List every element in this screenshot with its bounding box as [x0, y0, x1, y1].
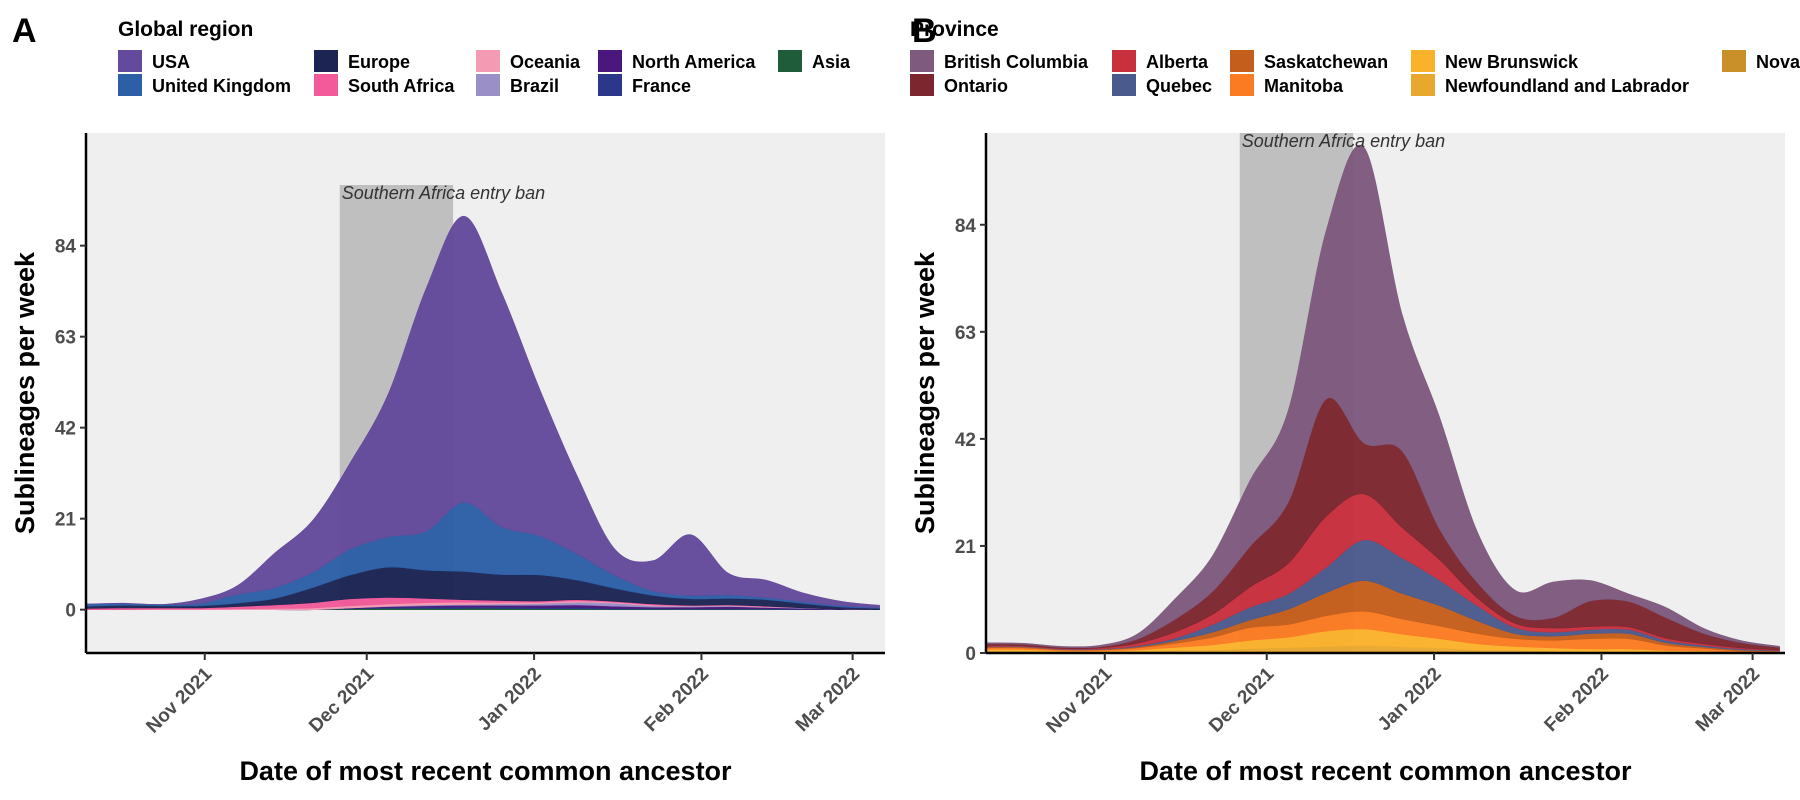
- x-tick-label: Jan 2022: [474, 664, 546, 736]
- legend-swatch: [1230, 74, 1254, 96]
- legend-label: South Africa: [348, 76, 455, 96]
- legend-label: Manitoba: [1264, 76, 1344, 96]
- legend-label: Nova Scotia: [1756, 52, 1800, 72]
- x-tick-label: Dec 2021: [305, 663, 378, 736]
- y-tick-label: 42: [55, 419, 76, 440]
- legend-item-alberta: Alberta: [1112, 50, 1209, 72]
- legend-label: Brazil: [510, 76, 559, 96]
- legend-swatch: [910, 74, 934, 96]
- legend-label: Saskatchewan: [1264, 52, 1388, 72]
- x-axis-title-a: Date of most recent common ancestor: [239, 756, 732, 786]
- legend-item-europe: Europe: [314, 50, 410, 72]
- legend-swatch: [314, 50, 338, 72]
- legend-label: New Brunswick: [1445, 52, 1579, 72]
- legend-item-manitoba: Manitoba: [1230, 74, 1344, 96]
- y-axis-title-a: Sublineages per week: [10, 251, 40, 534]
- panel-b: B Province British Columbia Ontario Albert…: [910, 12, 1800, 786]
- legend-label: Newfoundland and Labrador: [1445, 76, 1689, 96]
- panel-a: A Global region USA United Kingdom Europe S…: [10, 12, 885, 786]
- legend-item-quebec: Quebec: [1112, 74, 1212, 96]
- x-tick-label: Jan 2022: [1374, 664, 1446, 736]
- legend-label: Oceania: [510, 52, 581, 72]
- legend-swatch: [1411, 74, 1435, 96]
- legend-global-region: USA United Kingdom Europe South Africa Ocean…: [118, 50, 851, 96]
- y-tick-label: 84: [955, 216, 977, 237]
- legend-swatch: [314, 74, 338, 96]
- y-tick-label: 0: [65, 601, 76, 622]
- legend-item-north-america: North America: [598, 50, 756, 72]
- legend-label: Asia: [812, 52, 851, 72]
- y-tick-label: 63: [955, 323, 976, 344]
- x-tick-label: Feb 2022: [641, 664, 713, 736]
- legend-swatch: [778, 50, 802, 72]
- legend-item-nova-scotia: Nova Scotia: [1722, 50, 1800, 72]
- stacked-areas: [986, 144, 1780, 653]
- legend-swatch: [598, 74, 622, 96]
- legend-province: British Columbia Ontario Alberta Quebec Sask…: [910, 50, 1800, 96]
- legend-swatch: [118, 50, 142, 72]
- x-tick-label: Nov 2021: [142, 663, 216, 737]
- legend-title-province: Province: [910, 18, 999, 41]
- legend-item-brazil: Brazil: [476, 74, 559, 96]
- legend-label: British Columbia: [944, 52, 1089, 72]
- legend-item-ontario: Ontario: [910, 74, 1008, 96]
- y-tick-label: 0: [965, 644, 976, 665]
- legend-item-newfoundland-and-labrador: Newfoundland and Labrador: [1411, 74, 1689, 96]
- legend-item-new-brunswick: New Brunswick: [1411, 50, 1579, 72]
- legend-item-asia: Asia: [778, 50, 851, 72]
- entry-ban-label: Southern Africa entry ban: [342, 183, 545, 203]
- area-british-columbia: [986, 144, 1780, 649]
- legend-item-saskatchewan: Saskatchewan: [1230, 50, 1388, 72]
- x-tick-label: Mar 2022: [792, 664, 864, 736]
- legend-swatch: [1230, 50, 1254, 72]
- x-tick-label: Mar 2022: [1692, 664, 1764, 736]
- x-tick-label: Feb 2022: [1541, 664, 1613, 736]
- legend-label: Alberta: [1146, 52, 1209, 72]
- legend-swatch: [910, 50, 934, 72]
- legend-label: USA: [152, 52, 190, 72]
- x-tick-label: Dec 2021: [1205, 663, 1278, 736]
- y-tick-label: 42: [955, 430, 976, 451]
- panel-letter-b: B: [912, 12, 937, 50]
- legend-item-united-kingdom: United Kingdom: [118, 74, 291, 96]
- y-tick-label: 63: [55, 328, 76, 349]
- legend-swatch: [476, 50, 500, 72]
- area-usa: [86, 215, 880, 608]
- entry-ban-label: Southern Africa entry ban: [1242, 131, 1445, 151]
- x-axis-title-b: Date of most recent common ancestor: [1139, 756, 1632, 786]
- y-tick-label: 21: [55, 510, 77, 531]
- x-tick-label: Nov 2021: [1042, 663, 1116, 737]
- legend-item-oceania: Oceania: [476, 50, 581, 72]
- legend-swatch: [1722, 50, 1746, 72]
- legend-swatch: [1112, 50, 1136, 72]
- plot-area-b: Southern Africa entry ban 0 21 42 63 84 Nov 20…: [955, 131, 1785, 738]
- y-tick-label: 84: [55, 237, 77, 258]
- legend-swatch: [1112, 74, 1136, 96]
- legend-swatch: [476, 74, 500, 96]
- panel-letter-a: A: [12, 12, 37, 50]
- legend-swatch: [1411, 50, 1435, 72]
- legend-label: United Kingdom: [152, 76, 291, 96]
- legend-label: Ontario: [944, 76, 1008, 96]
- legend-label: France: [632, 76, 691, 96]
- legend-item-south-africa: South Africa: [314, 74, 455, 96]
- legend-item-france: France: [598, 74, 691, 96]
- legend-label: Europe: [348, 52, 410, 72]
- plot-area-a: Southern Africa entry ban 0 21 42 63 84 Nov 20…: [55, 133, 885, 738]
- legend-item-usa: USA: [118, 50, 190, 72]
- legend-swatch: [598, 50, 622, 72]
- legend-label: Quebec: [1146, 76, 1212, 96]
- legend-title-global-region: Global region: [118, 18, 253, 41]
- y-tick-label: 21: [955, 537, 977, 558]
- legend-swatch: [118, 74, 142, 96]
- y-axis-title-b: Sublineages per week: [910, 251, 940, 534]
- legend-item-british-columbia: British Columbia: [910, 50, 1089, 72]
- stacked-areas: [86, 215, 880, 611]
- legend-label: North America: [632, 52, 756, 72]
